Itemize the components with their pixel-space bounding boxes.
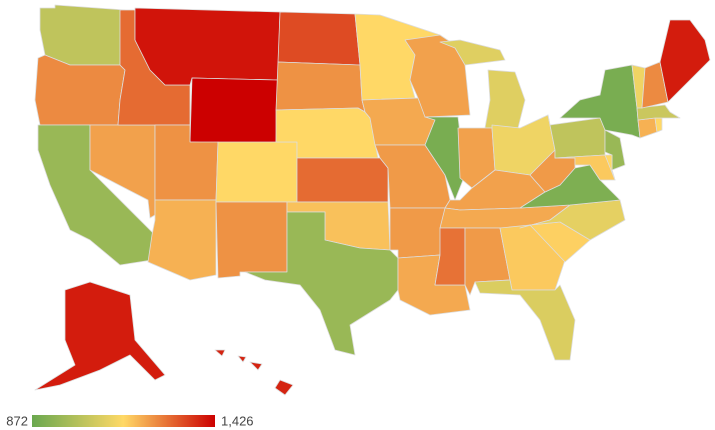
state [147, 199, 217, 281]
state [39, 4, 126, 66]
state [659, 19, 711, 103]
state [404, 34, 471, 118]
state [275, 61, 366, 113]
state [215, 141, 298, 203]
state [604, 154, 616, 181]
state [636, 104, 681, 121]
state [637, 117, 658, 139]
state [439, 39, 506, 66]
state [189, 77, 279, 146]
state [249, 361, 263, 371]
state [389, 207, 446, 259]
state [215, 201, 288, 279]
state [519, 199, 626, 241]
state [34, 54, 126, 126]
state [484, 69, 526, 129]
states [34, 4, 711, 396]
state [474, 279, 576, 361]
state [214, 349, 226, 357]
state [274, 379, 294, 396]
state [237, 355, 247, 363]
state [424, 116, 466, 201]
legend-label: 1,426 [221, 413, 254, 428]
state [296, 157, 389, 203]
legend-label: 872 [6, 413, 28, 428]
state [547, 114, 606, 159]
state [34, 281, 166, 391]
state [134, 7, 281, 86]
state [434, 227, 466, 286]
state [277, 11, 361, 66]
legend-gradient [32, 415, 215, 427]
state [244, 211, 399, 356]
